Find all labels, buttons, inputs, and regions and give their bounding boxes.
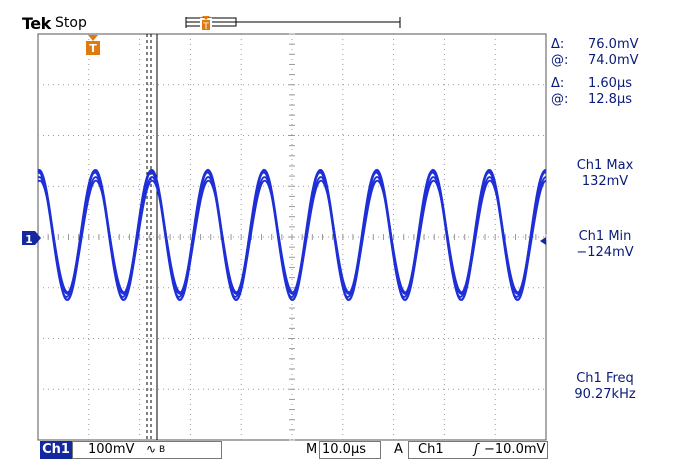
acquisition-status: Stop	[55, 15, 87, 31]
trigger-mode: A	[394, 442, 403, 457]
rising-edge-icon: ʃ	[474, 442, 479, 457]
waveform-sweep	[37, 176, 547, 295]
channel-1-badge[interactable]: Ch1	[40, 441, 72, 459]
measurement-2-label: Ch1 Min	[578, 229, 632, 244]
waveform-sweep	[37, 179, 547, 294]
delta-t-label: Δ:	[551, 76, 565, 91]
brand-logo: Tek	[22, 14, 51, 33]
trigger-position-marker: T	[86, 35, 100, 55]
measurement-3-label: Ch1 Freq	[576, 371, 634, 386]
timebase-value: 10.0µs	[322, 442, 366, 457]
at-t-label: @:	[551, 92, 569, 107]
waveform-sweep	[37, 169, 547, 298]
record-length-indicator	[185, 17, 401, 32]
volts-per-div: 100mV	[88, 442, 135, 457]
timebase-box[interactable]	[319, 441, 381, 459]
at-t-value: 12.8µs	[588, 92, 632, 107]
ch1-waveform	[37, 168, 547, 302]
channel-marker-label: 1	[25, 233, 33, 246]
at-v-value: 74.0mV	[588, 53, 639, 68]
delta-v-label: Δ:	[551, 37, 565, 52]
trigger-level: −10.0mV	[484, 442, 546, 457]
vertical-scale-box[interactable]	[72, 441, 222, 459]
status-bar: Ch1 100mV ∿ B M 10.0µs A Ch1 ʃ −10.0mV	[38, 440, 548, 460]
measurement-3-value: 90.27kHz	[574, 387, 636, 402]
measurement-1-value: 132mV	[581, 174, 629, 189]
bandwidth-limit-icon: B	[159, 445, 166, 455]
measurement-2-value: −124mV	[576, 245, 634, 260]
delta-v-value: 76.0mV	[588, 37, 639, 52]
record-trigger-letter: T	[202, 22, 209, 32]
at-v-label: @:	[551, 53, 569, 68]
channel-1-ground-marker: 1	[22, 231, 41, 246]
waveform-sweep	[37, 168, 547, 302]
graticule-grid	[37, 33, 547, 441]
trigger-box[interactable]	[408, 441, 548, 459]
delta-t-value: 1.60µs	[588, 76, 632, 91]
coupling-icon: ∿	[146, 442, 157, 456]
record-trigger-marker: T	[202, 16, 210, 32]
trigger-source: Ch1	[418, 442, 444, 457]
trigger-level-marker	[540, 237, 546, 245]
timebase-label: M	[306, 442, 318, 457]
trigger-marker-letter: T	[89, 42, 97, 55]
measurement-1-label: Ch1 Max	[576, 158, 634, 173]
